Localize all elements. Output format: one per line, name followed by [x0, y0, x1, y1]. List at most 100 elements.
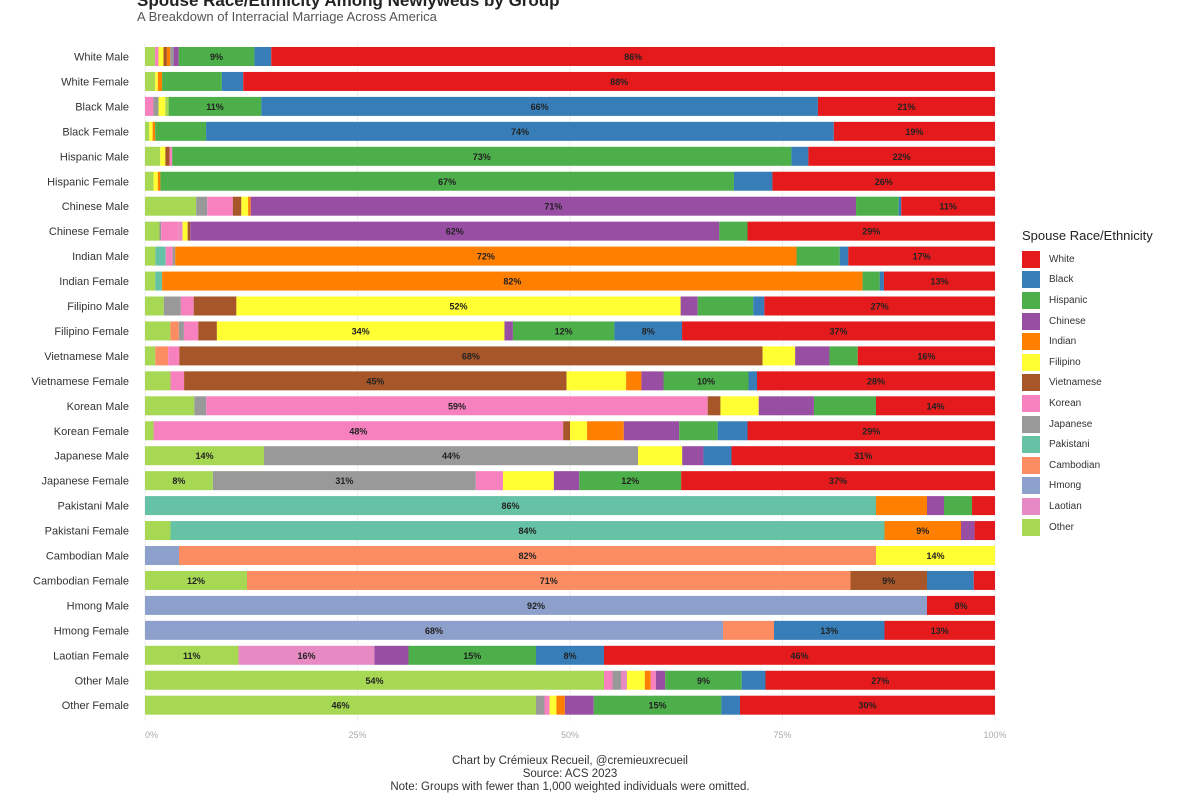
- bar-segment-korean: [153, 421, 564, 441]
- legend-label: Vietnamese: [1049, 377, 1102, 389]
- segment-value-label: 9%: [697, 676, 710, 686]
- bar-segment-black: [927, 570, 974, 590]
- legend-item-vietnamese: Vietnamese: [1022, 373, 1153, 394]
- bar-segment-other: [145, 346, 156, 366]
- legend-label: Korean: [1049, 397, 1082, 409]
- y-axis-label: Chinese Female: [49, 226, 129, 238]
- bar-segment-chinese: [795, 346, 830, 366]
- segment-value-label: 52%: [450, 302, 468, 312]
- bar-segment-other: [145, 645, 239, 665]
- bar-segment-hmong: [145, 595, 927, 615]
- bar-segment-other: [145, 171, 154, 191]
- bar-segment-white: [901, 196, 995, 216]
- legend-item-white: White: [1022, 249, 1153, 270]
- segment-value-label: 86%: [624, 52, 642, 62]
- bar-segment-black: [254, 47, 272, 66]
- segment-value-label: 13%: [931, 626, 949, 636]
- bar-segment-korean: [161, 221, 179, 241]
- bar-segment-vietnamese: [163, 47, 167, 66]
- bar-row-hispanic-female: [145, 171, 995, 191]
- bar-segment-other: [145, 196, 197, 216]
- bar-row-black-male: [145, 96, 995, 116]
- bar-segment-white: [740, 695, 995, 715]
- bar-segment-filipino: [566, 371, 627, 391]
- bar-segment-hispanic: [719, 221, 748, 241]
- legend-swatch: [1022, 477, 1040, 495]
- legend-item-indian: Indian: [1022, 331, 1153, 352]
- legend-swatch: [1022, 333, 1040, 351]
- y-axis-label: Cambodian Male: [46, 551, 129, 563]
- segment-value-label: 34%: [352, 326, 370, 336]
- bar-segment-cambodian: [170, 321, 179, 341]
- segment-value-label: 31%: [854, 451, 872, 461]
- bar-segment-white: [808, 146, 995, 166]
- segment-value-label: 9%: [916, 526, 929, 536]
- segment-value-label: 26%: [875, 177, 893, 187]
- caption-note: Note: Groups with fewer than 1,000 weigh…: [390, 781, 750, 793]
- bar-segment-chinese: [190, 221, 720, 241]
- segment-value-label: 12%: [187, 576, 205, 586]
- bar-segment-chinese: [680, 296, 698, 316]
- bar-row-indian-male: [145, 246, 995, 266]
- bar-row-other-female: [145, 695, 995, 715]
- segment-value-label: 9%: [882, 576, 895, 586]
- bar-segment-other: [145, 570, 247, 590]
- segment-value-label: 12%: [621, 476, 639, 486]
- legend-swatch: [1022, 271, 1040, 289]
- legend-label: Cambodian: [1049, 459, 1101, 471]
- bar-segment-japanese: [163, 296, 181, 316]
- bar-segment-black: [721, 695, 740, 715]
- bars-group: [145, 47, 996, 715]
- segment-value-label: 15%: [463, 651, 481, 661]
- bar-segment-other: [145, 371, 171, 391]
- bar-segment-vietnamese: [707, 396, 721, 416]
- bar-segment-hispanic: [160, 171, 734, 191]
- bar-segment-indian: [644, 670, 651, 690]
- segment-value-label: 29%: [862, 227, 880, 237]
- bar-segment-filipino: [160, 146, 166, 166]
- bar-segment-other: [165, 96, 169, 116]
- segment-labels-group: 9% 86% 88% 11% 66% 21% 74% 19% 73% 22% 67% 26% 71% 11…: [172, 52, 967, 711]
- bar-segment-chinese: [641, 371, 664, 391]
- bar-segment-korean: [169, 146, 173, 166]
- bar-segment-japanese: [178, 321, 184, 341]
- bar-segment-white: [884, 620, 995, 640]
- bar-segment-black: [221, 71, 244, 91]
- y-axis-label: Other Female: [62, 700, 129, 712]
- stacked-bar-chart: 9% 86% 88% 11% 66% 21% 74% 19% 73% 22% 67% 26% 71% 11…: [31, 43, 1007, 740]
- legend-label: Indian: [1049, 336, 1077, 348]
- bar-segment-filipino: [158, 96, 166, 116]
- legend-swatch: [1022, 250, 1040, 268]
- bar-row-chinese-female: [145, 221, 995, 241]
- legend-label: Hmong: [1049, 480, 1082, 492]
- y-axis-label: Hispanic Male: [60, 151, 129, 163]
- y-axis-label: Korean Male: [67, 401, 129, 413]
- bar-segment-filipino: [762, 346, 796, 366]
- bar-segment-white: [765, 670, 995, 690]
- legend-item-pakistani: Pakistani: [1022, 434, 1153, 455]
- segment-value-label: 8%: [172, 476, 185, 486]
- segment-value-label: 66%: [531, 102, 549, 112]
- bar-segment-white: [604, 645, 995, 665]
- segment-value-label: 44%: [442, 451, 460, 461]
- bar-segment-other: [145, 71, 156, 91]
- segment-value-label: 37%: [830, 326, 848, 336]
- y-axis-label: Hmong Female: [54, 625, 129, 637]
- legend-title: Spouse Race/Ethnicity: [1022, 228, 1153, 243]
- legend-item-hmong: Hmong: [1022, 476, 1153, 497]
- bar-segment-korean: [650, 670, 656, 690]
- legend-item-chinese: Chinese: [1022, 311, 1153, 332]
- segment-value-label: 71%: [540, 576, 558, 586]
- bar-segment-filipino: [549, 695, 557, 715]
- bar-segment-pakistani: [170, 521, 885, 541]
- legend-swatch: [1022, 374, 1040, 392]
- segment-value-label: 28%: [867, 376, 885, 386]
- segment-value-label: 72%: [477, 252, 495, 262]
- bar-segment-hispanic: [168, 96, 262, 116]
- bar-segment-other: [145, 695, 536, 715]
- chart-caption: Chart by Crémieux Recueil, @cremieuxrecu…: [0, 755, 1140, 794]
- y-axis-label: Pakistani Female: [45, 526, 129, 538]
- caption-credit: Chart by Crémieux Recueil, @cremieuxrecu…: [451, 755, 688, 767]
- bar-segment-white: [833, 121, 995, 141]
- bar-segment-white: [817, 96, 995, 116]
